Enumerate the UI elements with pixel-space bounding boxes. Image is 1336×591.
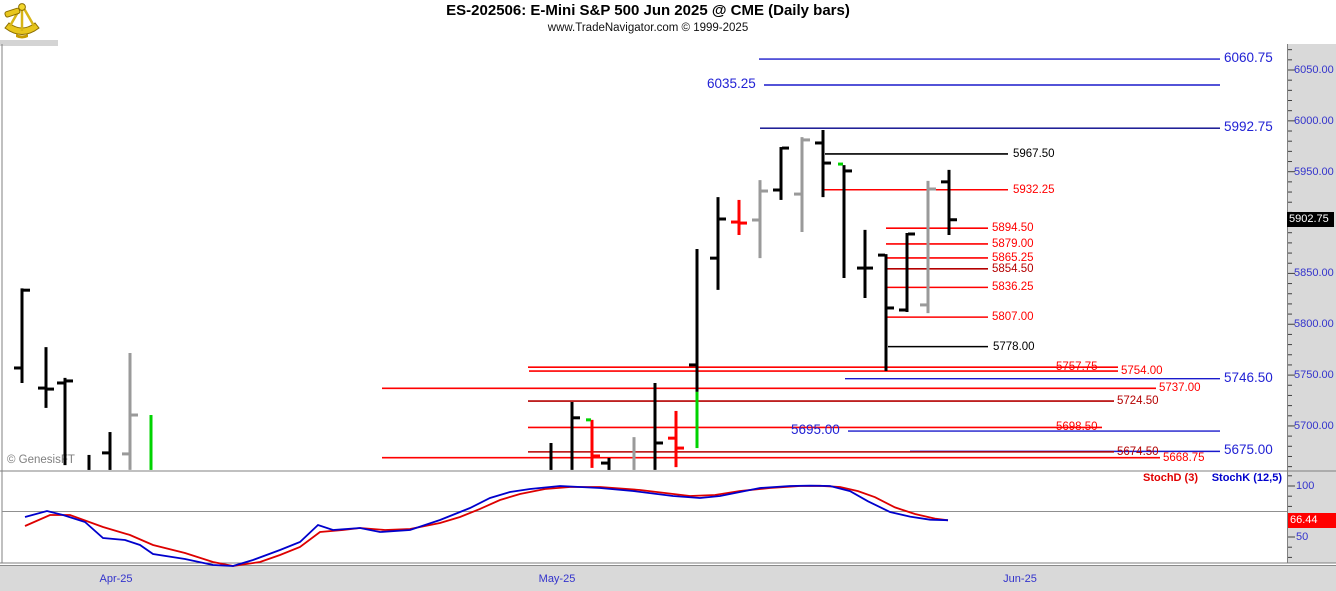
stochd-line — [24, 484, 949, 567]
genesisft-logo-sextant-icon — [4, 3, 40, 39]
chart-subtitle: www.TradeNavigator.com © 1999-2025 — [547, 22, 749, 34]
genesisft-watermark: © GenesisFT — [7, 454, 75, 466]
stochk-line — [24, 484, 949, 567]
price-axis[interactable] — [1287, 44, 1336, 563]
header-divider — [0, 40, 58, 46]
last-price-marker: 5902.75 — [1287, 212, 1334, 228]
stoch-value-marker: 66.44 — [1288, 512, 1336, 528]
legend-stochk[interactable]: StochK (12,5) — [1211, 472, 1282, 484]
date-axis[interactable] — [0, 565, 1336, 591]
legend-stochd[interactable]: StochD (3) — [1143, 472, 1198, 484]
chart-title: ES-202506: E-Mini S&P 500 Jun 2025 @ CME… — [446, 2, 850, 19]
